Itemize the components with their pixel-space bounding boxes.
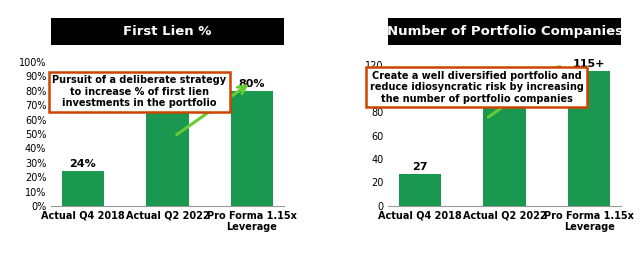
Bar [62, 171, 104, 206]
Text: 80%: 80% [239, 79, 265, 88]
Text: 27: 27 [412, 162, 428, 172]
Text: 74%: 74% [154, 87, 181, 97]
Bar [483, 89, 525, 206]
Bar [231, 91, 273, 206]
Text: Create a well diversified portfolio and
reduce idiosyncratic risk by increasing
: Create a well diversified portfolio and … [370, 70, 584, 104]
Text: 100: 100 [493, 77, 516, 87]
Text: 24%: 24% [70, 159, 96, 169]
Bar [147, 99, 189, 206]
Bar [399, 174, 441, 206]
Text: First Lien %: First Lien % [124, 25, 212, 38]
Text: Pursuit of a deliberate strategy
to increase % of first lien
investments in the : Pursuit of a deliberate strategy to incr… [52, 75, 227, 109]
Text: 115+: 115+ [573, 59, 605, 69]
Text: Number of Portfolio Companies: Number of Portfolio Companies [387, 25, 623, 38]
Bar [568, 71, 610, 206]
